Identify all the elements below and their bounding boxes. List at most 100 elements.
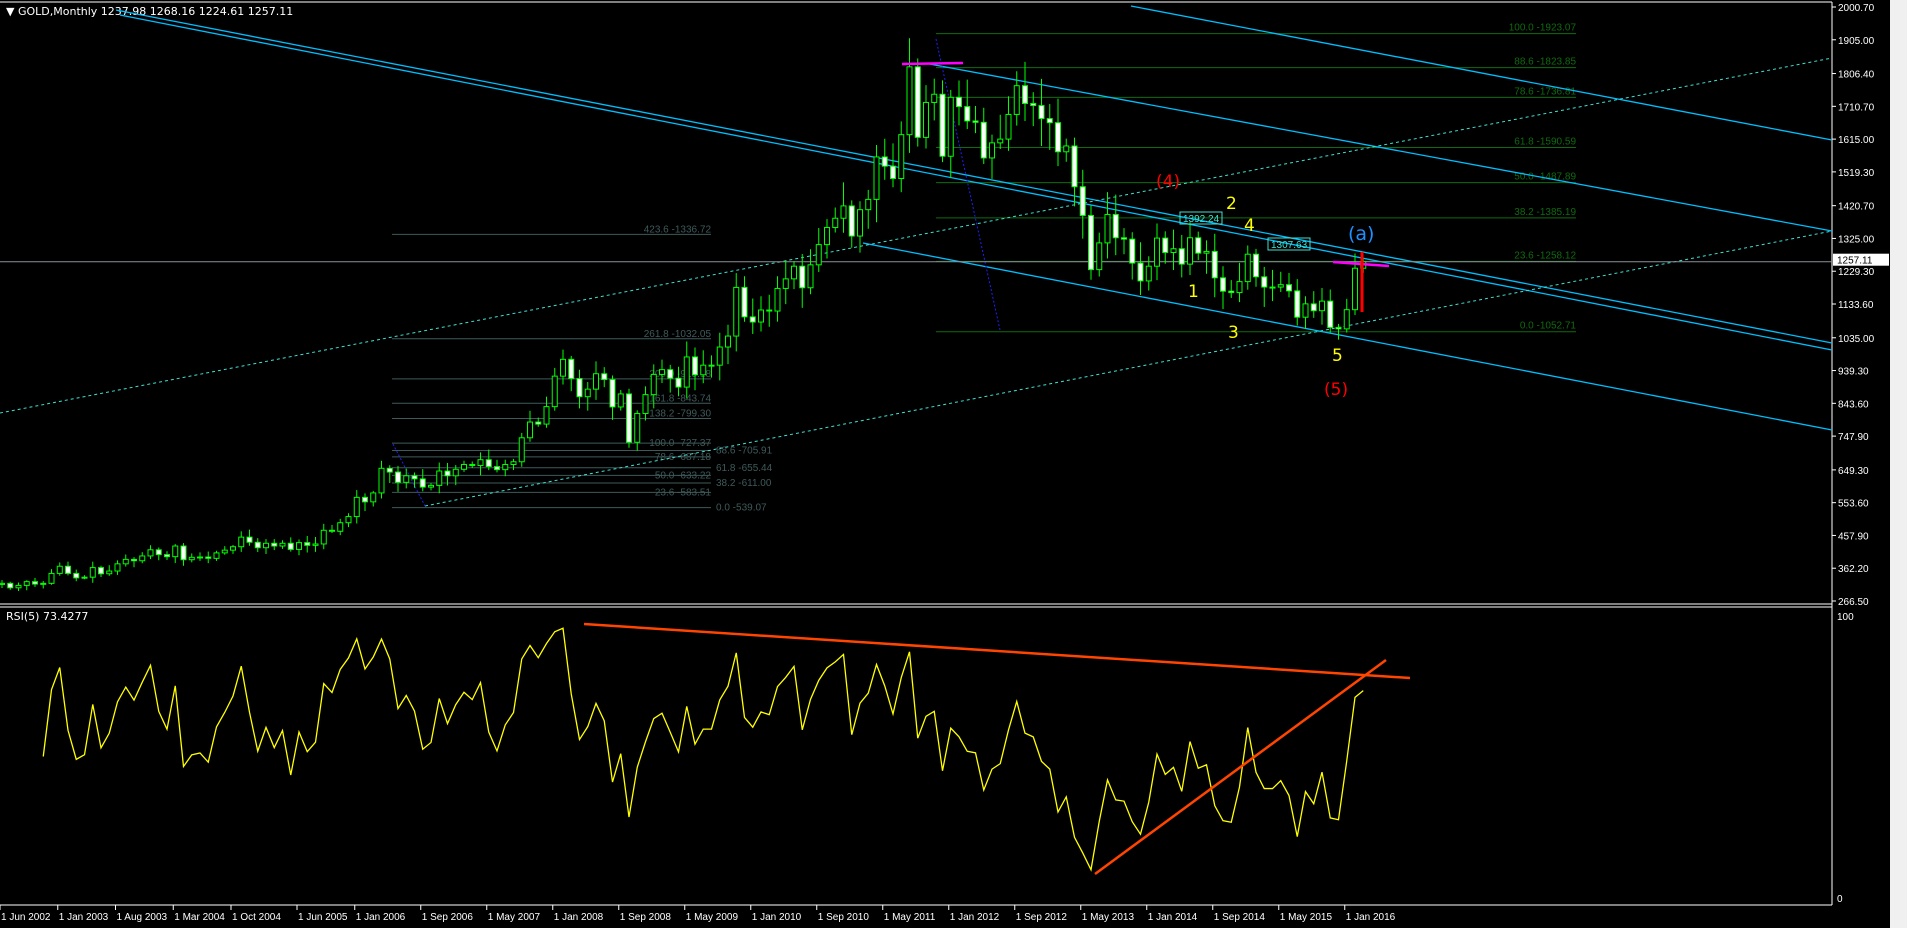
candle[interactable] — [518, 432, 525, 467]
candle[interactable] — [1112, 194, 1119, 256]
candle[interactable] — [1170, 229, 1177, 270]
candle[interactable] — [898, 121, 905, 193]
candle[interactable] — [692, 347, 698, 391]
candle[interactable] — [1096, 232, 1103, 277]
candle[interactable] — [1277, 271, 1284, 292]
candle[interactable] — [1211, 233, 1218, 298]
candle[interactable] — [452, 465, 459, 486]
channel-mid-line[interactable] — [923, 62, 1833, 232]
candle[interactable] — [980, 107, 987, 164]
candle[interactable] — [964, 79, 971, 130]
candle[interactable] — [213, 550, 220, 561]
candle[interactable] — [139, 552, 146, 564]
candle[interactable] — [601, 367, 608, 388]
candle[interactable] — [832, 207, 839, 233]
price-axis[interactable]: 2000.70 1905.00 1806.40 1710.70 1615.00 1519.… — [1832, 3, 1875, 608]
candle[interactable] — [287, 537, 294, 552]
candle[interactable] — [733, 273, 740, 352]
rsi-resistance-trendline[interactable] — [583, 622, 1411, 680]
candle[interactable] — [98, 565, 104, 578]
candle[interactable] — [683, 341, 690, 399]
candle[interactable] — [675, 366, 682, 397]
candle[interactable] — [609, 375, 616, 420]
candle[interactable] — [1335, 323, 1342, 340]
candle[interactable] — [989, 134, 995, 179]
rsi-support-trendline[interactable] — [1094, 658, 1387, 876]
candle[interactable] — [543, 396, 550, 428]
candle[interactable] — [1121, 228, 1127, 255]
candle[interactable] — [1302, 296, 1309, 329]
candle[interactable] — [1079, 169, 1086, 239]
candle[interactable] — [254, 538, 261, 553]
candle[interactable] — [1286, 273, 1292, 298]
candle[interactable] — [271, 539, 278, 551]
candle[interactable] — [1038, 78, 1045, 147]
candle[interactable] — [73, 569, 80, 582]
candle[interactable] — [378, 460, 385, 499]
candle[interactable] — [931, 78, 938, 121]
candle[interactable] — [551, 367, 558, 411]
candle[interactable] — [708, 355, 715, 378]
candle[interactable] — [477, 452, 484, 476]
candle[interactable] — [172, 544, 179, 564]
candle[interactable] — [197, 552, 203, 561]
candle[interactable] — [1145, 256, 1152, 291]
candle[interactable] — [749, 298, 756, 334]
long-trendline-a[interactable] — [115, 9, 1833, 344]
candle[interactable] — [527, 410, 533, 442]
candle[interactable] — [362, 493, 368, 512]
candle[interactable] — [1228, 280, 1235, 298]
candle[interactable] — [890, 143, 896, 188]
candle[interactable] — [1220, 266, 1226, 310]
candle[interactable] — [1343, 298, 1350, 333]
magenta-top-marker[interactable] — [901, 61, 964, 66]
candle[interactable] — [700, 350, 707, 384]
candle[interactable] — [840, 182, 847, 233]
candle[interactable] — [395, 465, 401, 492]
candle[interactable] — [263, 539, 269, 555]
candle[interactable] — [386, 465, 393, 483]
candle[interactable] — [337, 518, 344, 536]
dashed-lower-line[interactable] — [424, 230, 1833, 507]
candle[interactable] — [114, 560, 121, 575]
candle[interactable] — [32, 577, 38, 587]
collapse-triangle-icon[interactable]: ▼ — [6, 5, 15, 18]
candle[interactable] — [122, 554, 129, 567]
candle[interactable] — [650, 364, 657, 409]
candle[interactable] — [205, 551, 212, 564]
candle[interactable] — [865, 189, 872, 229]
candle[interactable] — [320, 523, 327, 550]
candle[interactable] — [881, 138, 888, 180]
candle[interactable] — [469, 461, 476, 468]
candle[interactable] — [791, 261, 797, 290]
candle[interactable] — [1319, 288, 1325, 325]
candle[interactable] — [659, 359, 665, 383]
candle[interactable] — [1022, 61, 1028, 121]
candle[interactable] — [1063, 138, 1070, 162]
candle[interactable] — [370, 490, 377, 507]
candle[interactable] — [576, 369, 583, 409]
candle[interactable] — [312, 536, 319, 552]
candle[interactable] — [238, 531, 245, 552]
candle[interactable] — [428, 483, 434, 491]
candle[interactable] — [296, 539, 302, 556]
time-axis[interactable]: 1 Jun 2002 1 Jan 2003 1 Aug 2003 1 Mar 2004… — [0, 905, 1396, 923]
candle[interactable] — [1244, 245, 1251, 290]
candle[interactable] — [758, 296, 764, 332]
dashed-upper-line[interactable] — [0, 57, 1833, 414]
candle[interactable] — [799, 253, 806, 308]
candle[interactable] — [560, 349, 566, 385]
candle[interactable] — [1310, 291, 1317, 318]
candle[interactable] — [873, 145, 880, 223]
candle[interactable] — [782, 260, 789, 305]
candle[interactable] — [716, 332, 723, 381]
candle[interactable] — [502, 459, 509, 477]
candle[interactable] — [419, 469, 426, 492]
candle[interactable] — [1013, 71, 1020, 126]
candle[interactable] — [1154, 223, 1160, 281]
candle[interactable] — [1005, 96, 1012, 151]
candle[interactable] — [155, 547, 162, 561]
candle[interactable] — [923, 85, 929, 149]
candle[interactable] — [131, 557, 137, 568]
